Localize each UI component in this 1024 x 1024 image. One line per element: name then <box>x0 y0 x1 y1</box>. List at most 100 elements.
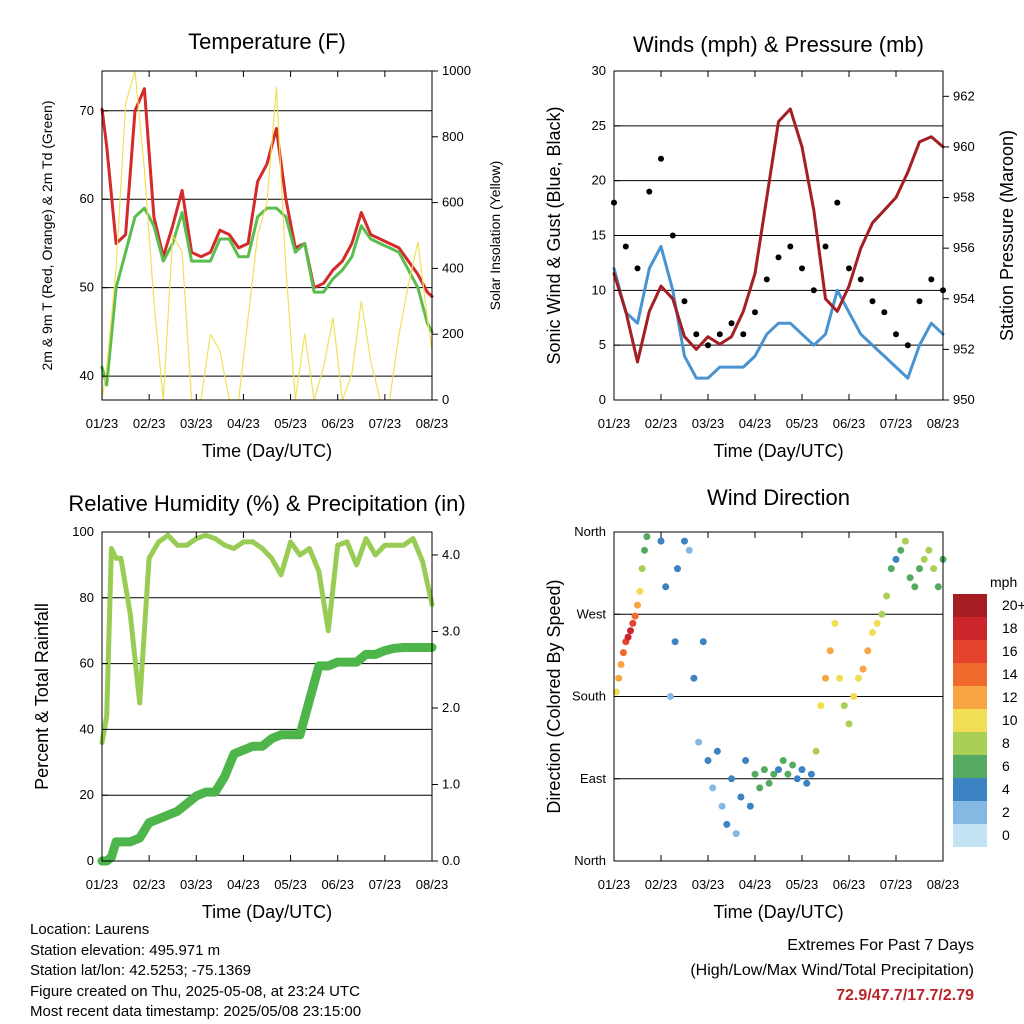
x-tick-label: 01/23 <box>598 877 631 892</box>
direction-point <box>770 770 778 778</box>
direction-point <box>627 627 634 635</box>
direction-point <box>854 674 862 682</box>
x-tick-label: 06/23 <box>833 416 866 431</box>
x-tick-label: 04/23 <box>227 416 260 431</box>
direction-point <box>681 537 688 545</box>
x-tick-label: 02/23 <box>133 416 166 431</box>
x-tick-label: 03/23 <box>692 877 725 892</box>
direction-point <box>911 583 919 591</box>
y-axis-label: 2m & 9m T (Red, Orange) & 2m Td (Green) <box>39 101 55 371</box>
direction-point <box>934 583 942 591</box>
direction-point <box>897 546 905 554</box>
y-axis-label: Sonic Wind & Gust (Blue, Black) <box>544 106 564 364</box>
y-axis-label: Direction (Colored By Speed) <box>544 579 564 813</box>
chart-title: Temperature (F) <box>188 29 346 54</box>
colorbar-swatch <box>953 617 987 640</box>
gust-point <box>658 155 664 162</box>
direction-point <box>728 775 735 783</box>
direction-point <box>916 565 923 573</box>
direction-point <box>751 770 759 778</box>
direction-point <box>709 784 717 792</box>
colorbar-swatch <box>953 686 987 709</box>
y-tick-label: 15 <box>592 228 606 243</box>
location-text: Location: Laurens <box>30 921 150 938</box>
elevation-text: Station elevation: 495.971 m <box>30 941 221 959</box>
y2-tick-label: 200 <box>442 326 464 341</box>
x-tick-label: 02/23 <box>133 877 166 892</box>
colorbar-label: 6 <box>1002 758 1010 774</box>
direction-point <box>817 702 825 710</box>
y-tick-label: North <box>574 524 606 539</box>
y2-tick-label: 800 <box>442 129 464 144</box>
y-tick-label: 50 <box>80 280 94 295</box>
x-tick-label: 04/23 <box>739 877 772 892</box>
direction-point <box>883 592 891 600</box>
extremes-box: Extremes For Past 7 Days (High/Low/Max W… <box>690 933 974 1008</box>
x-tick-label: 08/23 <box>927 416 960 431</box>
colorbar-swatch <box>953 709 987 732</box>
direction-point <box>831 619 839 627</box>
gust-point <box>846 265 852 272</box>
x-tick-label: 07/23 <box>880 416 913 431</box>
direction-point <box>756 784 764 792</box>
colorbar-label: 16 <box>1002 643 1018 659</box>
y2-tick-label: 3.0 <box>442 623 460 638</box>
gust-point <box>693 331 700 338</box>
direction-point <box>612 688 620 696</box>
direction-point <box>713 747 721 755</box>
colorbar-label: 14 <box>1002 666 1018 682</box>
y2-tick-label: 956 <box>953 240 975 255</box>
direction-point <box>784 770 792 778</box>
direction-point <box>699 638 707 646</box>
x-tick-label: 03/23 <box>692 416 725 431</box>
x-axis-label: Time (Day/UTC) <box>202 441 332 461</box>
x-tick-label: 05/23 <box>274 877 307 892</box>
x-tick-label: 06/23 <box>833 877 866 892</box>
y2-tick-label: 954 <box>953 291 975 306</box>
gust-point <box>799 265 805 272</box>
solar-insolation-line <box>101 70 433 401</box>
direction-point <box>775 766 782 774</box>
y2-tick-label: 952 <box>953 341 975 356</box>
x-tick-label: 04/23 <box>739 416 772 431</box>
gust-point <box>763 276 770 283</box>
direction-point <box>737 793 745 801</box>
direction-point <box>641 546 648 554</box>
wind-direction-panel: 01/23 02/23 03/23 04/23 05/23 06/23 07/23 08/23… <box>544 485 959 922</box>
direction-point <box>674 565 681 573</box>
y-tick-label: 60 <box>80 656 94 671</box>
y-tick-label: South <box>572 689 606 704</box>
colorbar-label: 20+ <box>1002 597 1024 613</box>
direction-point <box>793 775 801 783</box>
y-tick-label: 5 <box>599 337 606 352</box>
timestamp-text: Most recent data timestamp: 2025/05/08 2… <box>30 1003 362 1020</box>
x-tick-label: 08/23 <box>416 416 449 431</box>
direction-point <box>643 533 651 541</box>
y2-tick-label: 958 <box>953 190 975 205</box>
direction-point <box>873 619 881 627</box>
colorbar-swatch <box>953 663 987 686</box>
y-tick-label: 100 <box>72 524 94 539</box>
y-tick-label: 70 <box>80 103 94 118</box>
x-tick-label: 08/23 <box>416 877 449 892</box>
gust-point <box>904 342 911 349</box>
plot-frame <box>101 531 433 862</box>
x-tick-label: 03/23 <box>180 877 213 892</box>
direction-point <box>878 610 886 618</box>
x-axis-label: Time (Day/UTC) <box>202 902 332 922</box>
colorbar-label: 0 <box>1002 827 1010 843</box>
y-tick-label: 10 <box>592 282 606 297</box>
direction-point <box>920 555 928 563</box>
gust-point <box>787 243 794 250</box>
direction-point <box>657 537 665 545</box>
colorbar-label: 2 <box>1002 804 1010 820</box>
y2-tick-label: 2.0 <box>442 700 460 715</box>
direction-point <box>845 720 853 728</box>
y2-tick-label: 0 <box>442 392 449 407</box>
direction-point <box>906 574 914 582</box>
y2-tick-label: 960 <box>953 139 975 154</box>
y2-tick-label: 1000 <box>442 63 471 78</box>
2m-td-line <box>100 206 434 387</box>
x-tick-label: 02/23 <box>645 877 678 892</box>
direction-point <box>746 802 754 810</box>
